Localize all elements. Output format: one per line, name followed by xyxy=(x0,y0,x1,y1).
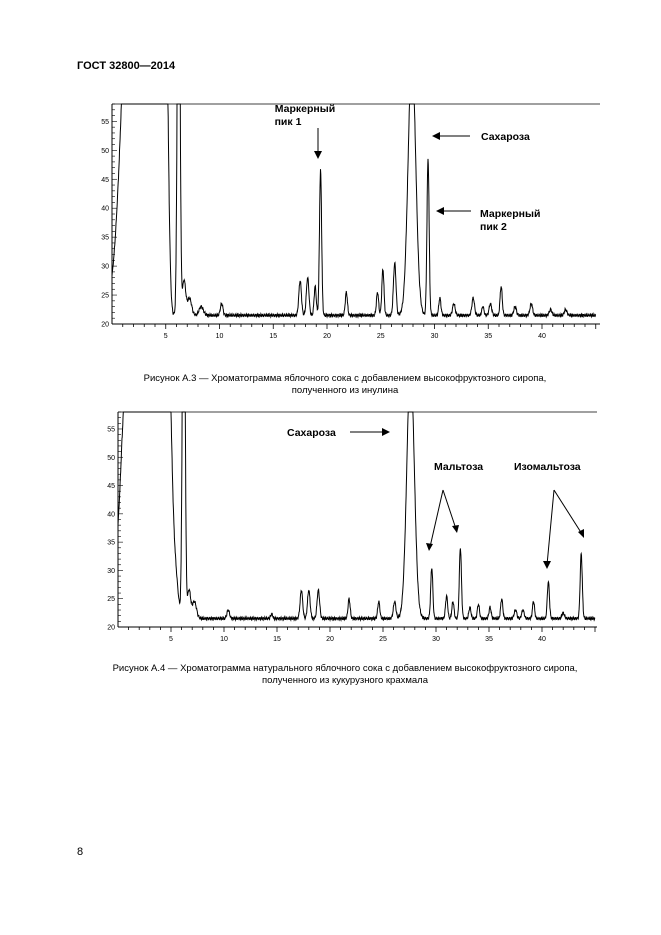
arrow-head-icon xyxy=(382,428,390,436)
marker-peak-1-label-line1: Маркерный xyxy=(275,103,335,115)
chart2-x-tick-label: 40 xyxy=(538,636,546,643)
chart1-y-tick-label: 45 xyxy=(101,177,109,184)
chart1-x-tick-label: 15 xyxy=(269,333,277,340)
chart1-x-tick-label: 40 xyxy=(538,333,546,340)
chart2-x-tick-label: 10 xyxy=(220,636,228,643)
arrow-icon xyxy=(429,489,444,548)
chart1-trace xyxy=(111,103,597,319)
chart1-x-tick-label: 10 xyxy=(216,333,224,340)
arrow-head-icon xyxy=(426,543,433,551)
chart2-x-tick-label: 20 xyxy=(326,636,334,643)
chart2-y-tick-label: 40 xyxy=(107,511,115,518)
chart1-x-tick-label: 35 xyxy=(484,333,492,340)
chart2-y-tick-label: 30 xyxy=(107,568,115,575)
sucrose-label: Сахароза xyxy=(481,131,530,143)
figure-a4-caption: Рисунок А.4 — Хроматограмма натурального… xyxy=(80,663,610,687)
arrow-head-icon xyxy=(432,132,440,140)
chart1-annotations: Маркерный пик 1 Сахароза Маркерный пик 2 xyxy=(275,103,541,233)
chart2-annotations: Сахароза Мальтоза Изомальтоза xyxy=(287,427,584,569)
chart2-x-tick-label: 25 xyxy=(379,636,387,643)
chart2-y-tick-label: 55 xyxy=(107,426,115,433)
arrow-icon xyxy=(546,489,555,566)
chart1-x-tick-label: 5 xyxy=(164,333,168,340)
maltose-label: Мальтоза xyxy=(434,461,483,473)
chart1-y-tick-label: 50 xyxy=(101,148,109,155)
chart2-y-tick-label: 50 xyxy=(107,455,115,462)
chart2-trace xyxy=(117,411,596,622)
figure-a4-caption-line2: полученного из кукурузного крахмала xyxy=(261,675,429,686)
chart1-y-tick-label: 55 xyxy=(101,119,109,126)
document-code: ГОСТ 32800—2014 xyxy=(77,60,176,72)
chart1-y-tick-label: 25 xyxy=(101,293,109,300)
chart1-y-tick-label: 30 xyxy=(101,264,109,271)
chart2-ticks: 5 10 15 20 25 30 35 40 20 25 30 35 40 45 50 55 xyxy=(107,411,596,643)
chart2-y-tick-label: 45 xyxy=(107,483,115,490)
chart2-y-tick-label: 35 xyxy=(107,540,115,547)
page-number: 8 xyxy=(77,846,84,858)
marker-peak-2-label-line2: пик 2 xyxy=(480,221,507,233)
figure-a3-caption: Рисунок А.3 — Хроматограмма яблочного со… xyxy=(110,373,580,397)
chart2-y-tick-label: 25 xyxy=(107,596,115,603)
arrow-head-icon xyxy=(452,525,459,533)
chart2-x-tick-label: 15 xyxy=(273,636,281,643)
chart1-x-tick-label: 25 xyxy=(377,333,385,340)
figure-a3-caption-line2: полученного из инулина xyxy=(291,385,399,396)
chart1-y-tick-label: 35 xyxy=(101,235,109,242)
chart2-y-tick-label: 20 xyxy=(107,625,115,632)
chart2-x-tick-label: 5 xyxy=(169,636,173,643)
sucrose-label: Сахароза xyxy=(287,427,336,439)
figure-a4-caption-line1: Рисунок А.4 — Хроматограмма натурального… xyxy=(112,663,578,674)
arrow-icon xyxy=(442,489,457,530)
chart1-axes xyxy=(111,103,600,325)
chart1-y-tick-label: 40 xyxy=(101,206,109,213)
chart1-ticks: 5 10 15 20 25 30 35 40 20 25 30 35 40 45 50 55 xyxy=(101,103,597,340)
chart2-axes xyxy=(117,411,597,628)
arrow-icon xyxy=(553,489,583,535)
arrow-head-icon xyxy=(578,529,584,538)
chart2-x-tick-label: 35 xyxy=(485,636,493,643)
marker-peak-1-label-line2: пик 1 xyxy=(275,116,302,128)
marker-peak-2-label-line1: Маркерный xyxy=(480,208,540,220)
chart1-y-tick-label: 20 xyxy=(101,322,109,329)
arrow-head-icon xyxy=(436,207,444,215)
arrow-head-icon xyxy=(314,151,322,159)
chart1-x-tick-label: 30 xyxy=(431,333,439,340)
arrow-head-icon xyxy=(543,561,551,569)
chart2-x-tick-label: 30 xyxy=(432,636,440,643)
figure-a3-caption-line1: Рисунок А.3 — Хроматограмма яблочного со… xyxy=(143,373,547,384)
chart1-x-tick-label: 20 xyxy=(323,333,331,340)
isomaltose-label: Изомальтоза xyxy=(514,461,581,473)
